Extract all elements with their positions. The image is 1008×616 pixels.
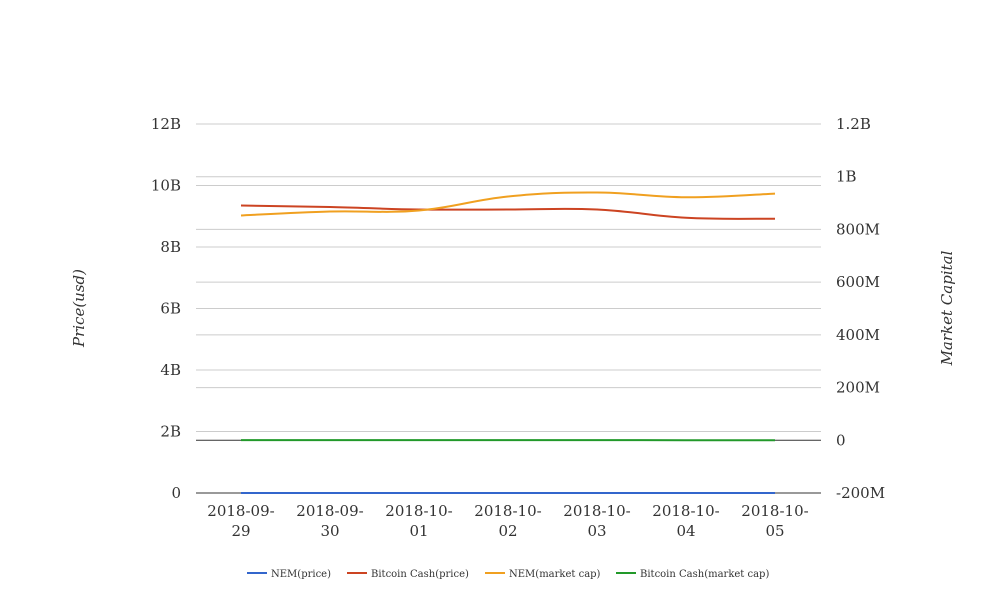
right-tick-label: -200M bbox=[836, 484, 885, 502]
left-tick-label: 10B bbox=[151, 177, 181, 195]
x-tick-label: 2018-10-01 bbox=[385, 502, 452, 540]
legend-label: Bitcoin Cash(price) bbox=[371, 569, 469, 580]
gridlines bbox=[196, 123, 821, 494]
right-tick-label: 0 bbox=[836, 431, 846, 449]
left-tick-label: 0 bbox=[171, 484, 181, 502]
series-line-3 bbox=[240, 191, 776, 217]
left-tick-label: 12B bbox=[151, 115, 181, 133]
left-tick-label: 8B bbox=[160, 238, 181, 256]
series-line-2 bbox=[240, 204, 776, 220]
x-axis-ticks: 2018-09-29 2018-09-30 2018-10-01 2018-10-02… bbox=[207, 502, 808, 540]
left-tick-label: 2B bbox=[160, 423, 181, 441]
legend-label: NEM(market cap) bbox=[509, 569, 601, 580]
right-tick-label: 1.2B bbox=[836, 115, 871, 133]
left-tick-label: 4B bbox=[160, 361, 181, 379]
left-tick-label: 6B bbox=[160, 300, 181, 318]
x-tick-label: 2018-10-03 bbox=[563, 502, 630, 540]
legend: NEM(price) Bitcoin Cash(price) NEM(market … bbox=[247, 569, 769, 580]
x-tick-label: 2018-10-05 bbox=[741, 502, 808, 540]
x-tick-label: 2018-10-04 bbox=[652, 502, 719, 540]
x-tick-label: 2018-09-30 bbox=[296, 502, 363, 540]
right-axis-ticks: -200M 0 200M 400M 600M 800M 1B 1.2B bbox=[836, 115, 885, 502]
legend-label: NEM(price) bbox=[271, 569, 331, 580]
left-axis-title: Price(usd) bbox=[70, 269, 88, 348]
right-axis-title: Market Capital bbox=[938, 250, 956, 366]
right-tick-label: 800M bbox=[836, 220, 880, 238]
x-tick-label: 2018-09-29 bbox=[207, 502, 274, 540]
right-tick-label: 1B bbox=[836, 168, 857, 186]
x-tick-label: 2018-10-02 bbox=[474, 502, 541, 540]
legend-label: Bitcoin Cash(market cap) bbox=[640, 569, 769, 580]
right-tick-label: 200M bbox=[836, 379, 880, 397]
right-tick-label: 600M bbox=[836, 273, 880, 291]
series-lines bbox=[240, 191, 776, 495]
right-tick-label: 400M bbox=[836, 326, 880, 344]
left-axis-ticks: 0 2B 4B 6B 8B 10B 12B bbox=[151, 115, 181, 502]
